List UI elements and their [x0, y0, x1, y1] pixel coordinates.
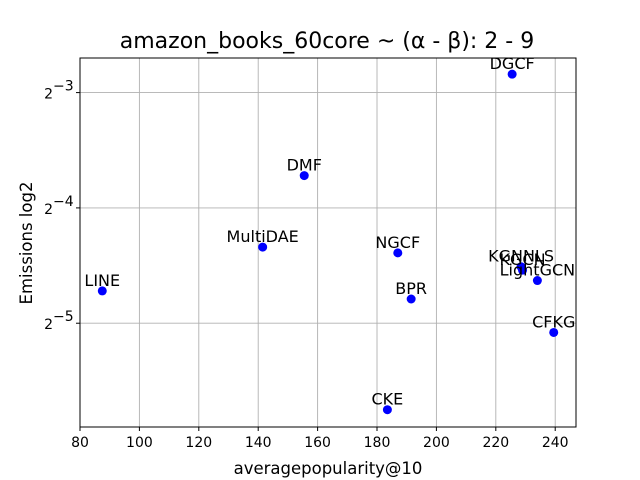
- x-tick-label: 120: [185, 435, 212, 451]
- point-label: CKE: [372, 390, 404, 409]
- x-tick-label: 240: [542, 435, 569, 451]
- point-label: CFKG: [532, 312, 575, 331]
- data-point: [549, 327, 559, 337]
- x-tick-label: 100: [126, 435, 153, 451]
- y-axis-label: Emissions log2: [17, 182, 36, 305]
- point-label: DMF: [287, 156, 322, 175]
- data-point: [97, 286, 107, 296]
- x-tick-label: 80: [71, 435, 89, 451]
- x-tick-label: 180: [364, 435, 391, 451]
- grid-lines: [79, 58, 576, 427]
- y-tick-exponent: −3: [53, 79, 74, 95]
- y-tick-exponent: −5: [53, 309, 74, 325]
- point-label: LightGCN: [500, 261, 575, 280]
- x-tick-label: 140: [245, 435, 272, 451]
- data-point: [507, 69, 517, 79]
- y-tick-exponent: −4: [53, 194, 74, 210]
- y-tick-label: 2: [44, 317, 53, 333]
- data-points: [97, 69, 559, 415]
- point-label: BPR: [395, 279, 427, 298]
- chart-title: amazon_books_60core ~ (α - β): 2 - 9: [120, 29, 534, 54]
- plot-frame: [79, 57, 577, 428]
- x-tick-label: 220: [482, 435, 509, 451]
- data-point: [518, 265, 528, 275]
- x-tick-label: 200: [423, 435, 450, 451]
- y-tick-label: 2: [44, 202, 53, 218]
- data-point: [406, 294, 416, 304]
- point-label: KGNNLS: [488, 247, 554, 266]
- x-tick-label: 160: [304, 435, 331, 451]
- data-point: [258, 242, 268, 252]
- data-point: [532, 276, 542, 286]
- point-label: KGCN: [500, 250, 546, 269]
- data-point: [382, 405, 392, 415]
- point-label: LINE: [84, 271, 120, 290]
- y-tick-label: 2: [44, 87, 53, 103]
- point-label: DGCF: [490, 54, 535, 73]
- point-label: NGCF: [375, 233, 420, 252]
- data-point: [393, 248, 403, 258]
- point-label: MultiDAE: [227, 227, 299, 246]
- x-axis-label: averagepopularity@10: [234, 459, 423, 478]
- data-point: [299, 171, 309, 181]
